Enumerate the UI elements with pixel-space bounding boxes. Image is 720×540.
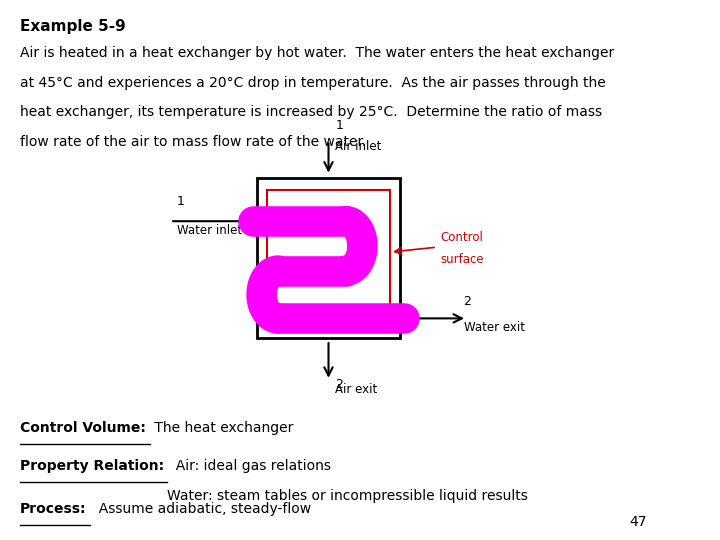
Text: Air inlet: Air inlet (336, 140, 382, 153)
Text: 1: 1 (336, 119, 343, 132)
Text: surface: surface (440, 253, 484, 266)
Text: Example 5-9: Example 5-9 (20, 19, 126, 34)
Bar (257, 178, 400, 338)
Text: Air: ideal gas relations: Air: ideal gas relations (167, 459, 330, 473)
Text: 2: 2 (464, 295, 472, 308)
Text: at 45°C and experiences a 20°C drop in temperature.  As the air passes through t: at 45°C and experiences a 20°C drop in t… (20, 76, 606, 90)
Text: Water: steam tables or incompressible liquid results: Water: steam tables or incompressible li… (167, 489, 528, 503)
Text: Control: Control (440, 232, 483, 245)
Text: Air exit: Air exit (336, 383, 377, 396)
Text: Assume adiabatic, steady-flow: Assume adiabatic, steady-flow (90, 502, 311, 516)
Text: Air is heated in a heat exchanger by hot water.  The water enters the heat excha: Air is heated in a heat exchanger by hot… (20, 46, 614, 60)
Text: Control Volume:: Control Volume: (20, 421, 146, 435)
Bar (267, 190, 390, 328)
Text: Process:: Process: (20, 502, 86, 516)
Text: flow rate of the air to mass flow rate of the water.: flow rate of the air to mass flow rate o… (20, 135, 366, 149)
Text: 2: 2 (336, 378, 343, 391)
Text: Property Relation:: Property Relation: (20, 459, 164, 473)
Text: The heat exchanger: The heat exchanger (150, 421, 294, 435)
Text: Water exit: Water exit (464, 321, 525, 334)
Text: Water inlet: Water inlet (176, 224, 242, 237)
Text: heat exchanger, its temperature is increased by 25°C.  Determine the ratio of ma: heat exchanger, its temperature is incre… (20, 105, 602, 119)
Text: 47: 47 (629, 515, 647, 529)
Text: 1: 1 (176, 195, 184, 208)
